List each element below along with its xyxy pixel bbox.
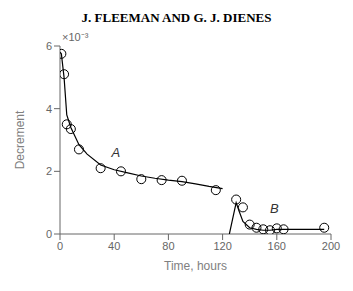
html-text:×10⁻³: ×10⁻³ <box>62 31 89 43</box>
svg-text:4: 4 <box>46 103 52 115</box>
svg-text:80: 80 <box>162 240 174 252</box>
svg-text:2: 2 <box>46 165 52 177</box>
svg-text:40: 40 <box>108 240 120 252</box>
svg-text:A: A <box>110 145 120 160</box>
svg-text:Time, hours: Time, hours <box>164 259 227 273</box>
svg-text:200: 200 <box>322 240 340 252</box>
html-text:J. FLEEMAN AND G. J. DIENES: J. FLEEMAN AND G. J. DIENES <box>81 10 272 25</box>
svg-text:6: 6 <box>46 40 52 52</box>
svg-text:0: 0 <box>57 240 63 252</box>
svg-text:160: 160 <box>268 240 286 252</box>
svg-text:0: 0 <box>46 228 52 240</box>
svg-text:Decrement: Decrement <box>13 110 27 169</box>
svg-text:120: 120 <box>213 240 231 252</box>
svg-text:B: B <box>270 201 279 216</box>
